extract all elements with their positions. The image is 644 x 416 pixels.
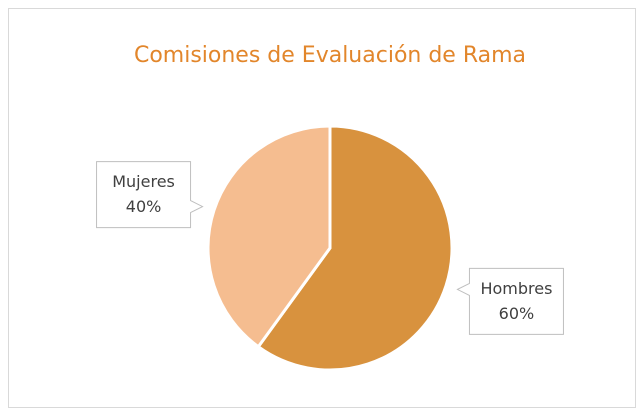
chart-title: Comisiones de Evaluación de Rama xyxy=(134,43,526,68)
data-label-value: 40% xyxy=(126,197,162,216)
data-label-name: Hombres xyxy=(480,279,552,298)
data-label-name: Mujeres xyxy=(112,172,175,191)
data-label-box xyxy=(96,161,204,229)
data-label-value: 60% xyxy=(499,304,535,323)
data-label-box xyxy=(456,267,564,335)
pie-slice xyxy=(256,124,454,372)
pie-slice xyxy=(206,124,332,349)
